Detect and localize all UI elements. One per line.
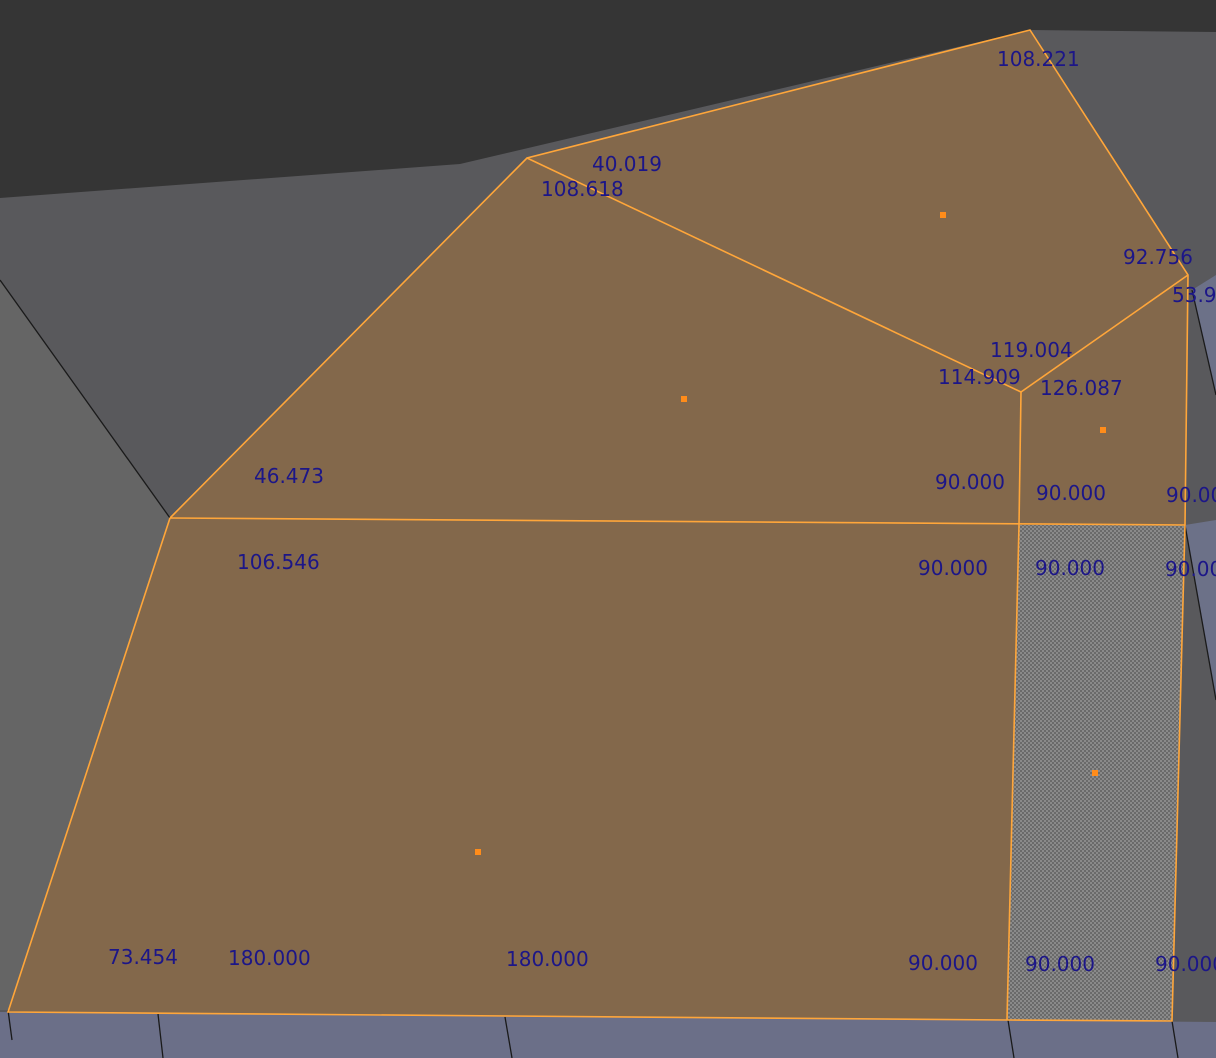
- angle-label: 180.000: [506, 947, 589, 971]
- edge-bottom-1: [157, 1013, 164, 1058]
- angle-label: 108.221: [997, 47, 1080, 71]
- edge-inner-vertical-bottom[interactable]: [1006, 524, 1020, 1021]
- face-middle-large[interactable]: [170, 158, 1021, 525]
- edge-inner-horizontal[interactable]: [169, 517, 1186, 526]
- selected-edges[interactable]: [6, 29, 1189, 1022]
- edge-bottom-3: [1007, 1019, 1015, 1058]
- angle-label: 53.9: [1172, 283, 1216, 307]
- surface-bottom-blue: [0, 1012, 1216, 1058]
- angle-label: 114.909: [938, 365, 1021, 389]
- edge-left-diagonal: [0, 279, 171, 519]
- edge-right-blue: [1191, 289, 1216, 396]
- angle-label: 90.000: [1035, 556, 1105, 580]
- edge-bottom-2: [504, 1016, 513, 1058]
- angle-label: 90.000: [1025, 952, 1095, 976]
- surface-left-face: [0, 280, 170, 1010]
- angle-label: 90.000: [1155, 952, 1216, 976]
- angle-label: 106.546: [237, 550, 320, 574]
- edge-bottom-4: [1171, 1020, 1179, 1058]
- edge-inner-vertical-top[interactable]: [1018, 391, 1022, 526]
- face-center-dot[interactable]: [940, 212, 946, 218]
- angle-label: 119.004: [990, 338, 1073, 362]
- edge-inner-diagonal[interactable]: [526, 157, 1022, 393]
- angle-label: 108.618: [541, 177, 624, 201]
- angle-label: 92.756: [1123, 245, 1193, 269]
- angle-label: 73.454: [108, 945, 178, 969]
- edge-right-lower: [1184, 524, 1216, 701]
- face-right-small[interactable]: [1019, 275, 1188, 525]
- angle-labels: 108.221 40.019 108.618 92.756 53.9 119.0…: [108, 47, 1216, 976]
- face-top-right[interactable]: [527, 30, 1188, 392]
- angle-label: 90.000: [1036, 481, 1106, 505]
- face-center-dot[interactable]: [1092, 770, 1098, 776]
- angle-label: 126.087: [1040, 376, 1123, 400]
- angle-label: 90.000: [908, 951, 978, 975]
- angle-label: 90.00: [1166, 483, 1216, 507]
- edge-inner-right[interactable]: [1020, 274, 1189, 393]
- surface-right-blue: [1192, 275, 1216, 395]
- angle-label: 180.000: [228, 946, 311, 970]
- face-center-dot[interactable]: [1100, 427, 1106, 433]
- selected-faces[interactable]: [8, 30, 1188, 1021]
- angle-label: 90.00: [1165, 557, 1216, 581]
- edge-bottom-5: [7, 1009, 13, 1041]
- angle-label: 90.000: [918, 556, 988, 580]
- angle-label: 46.473: [254, 464, 324, 488]
- angle-label: 90.000: [935, 470, 1005, 494]
- angle-label: 40.019: [592, 152, 662, 176]
- face-lower-large[interactable]: [8, 518, 1019, 1020]
- face-center-dot[interactable]: [475, 849, 481, 855]
- face-center-dot[interactable]: [681, 396, 687, 402]
